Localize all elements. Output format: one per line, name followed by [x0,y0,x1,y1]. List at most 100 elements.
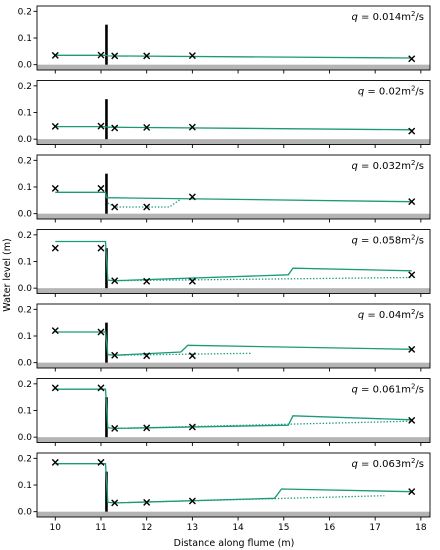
y-tick-label: 0.0 [18,508,33,518]
x-tick-label: 18 [415,523,427,533]
discharge-value: = 0.04m [364,310,411,321]
y-tick-label: 0.2 [18,305,32,315]
discharge-symbol: q [351,161,357,172]
y-axis-label: Water level (m) [2,238,13,311]
observation-marker-1 [51,122,59,130]
y-tick-label: 0.1 [18,34,32,44]
discharge-symbol: q [351,459,357,470]
bed-band [37,288,430,294]
discharge-symbol: q [351,12,357,23]
observation-marker-4 [143,52,151,60]
model-dotted-line-2 [114,352,252,356]
discharge-symbol: q [351,385,357,396]
model-dotted-line-2 [114,495,385,504]
observation-marker-2 [97,184,105,192]
discharge-unit: /s [415,161,424,172]
panel-2: 0.0 0.1 0.2 q = 0.02m2/s [18,80,431,148]
panel-7: 0.0 0.1 0.2 10 11 12 13 14 15 16 17 18 q = 0.063m2/s [18,452,431,533]
x-tick-label: 10 [50,523,62,533]
panel-3: 0.0 0.1 0.2 q = 0.032m2/s [18,154,431,223]
y-tick-label: 0.0 [18,210,33,220]
model-line-1 [55,191,412,203]
discharge-exponent: 2 [411,308,415,316]
y-tick-label: 0.1 [18,109,32,119]
observation-marker-6 [408,488,416,496]
panel-6: 0.0 0.1 0.2 q = 0.061m2/s [18,378,431,446]
discharge-unit: /s [415,385,424,396]
model-dotted-line-2 [114,420,412,430]
observation-marker-2 [97,51,105,59]
observation-marker-5 [188,193,196,201]
observation-marker-4 [143,277,151,285]
y-tick-label: 0.1 [18,332,32,342]
model-dotted-line-2 [107,198,182,208]
observation-marker-4 [143,203,151,211]
panel-1: 0.0 0.1 0.2 q = 0.014m2/s [18,5,431,74]
y-tick-label: 0.0 [18,135,33,145]
discharge-exponent: 2 [411,10,415,18]
y-tick-label: 0.1 [18,183,32,193]
y-tick-label: 0.2 [18,82,32,92]
observation-marker-3 [111,203,119,211]
y-tick-label: 0.2 [18,231,32,241]
y-tick-label: 0.0 [18,433,33,443]
discharge-exponent: 2 [411,159,415,167]
observation-marker-2 [97,384,105,392]
y-tick-label: 0.1 [18,481,32,491]
observation-marker-2 [97,122,105,130]
observation-marker-6 [408,198,416,206]
observation-marker-6 [408,271,416,279]
model-line-1 [55,331,412,356]
y-tick-label: 0.1 [18,258,32,268]
observation-marker-1 [51,458,59,466]
observation-marker-5 [188,277,196,285]
observation-marker-3 [111,499,119,507]
discharge-label: q = 0.058m2/s [351,234,424,247]
observation-marker-3 [111,52,119,60]
panel-5: 0.0 0.1 0.2 q = 0.04m2/s [18,303,431,372]
bed-band [37,362,430,368]
x-tick-label: 15 [278,523,289,533]
discharge-exponent: 2 [411,234,415,242]
x-tick-label: 11 [95,523,106,533]
panels: 0.00.10.2 q = 0.014m2/s0.00.10.2 q = 0.02m… [18,5,431,533]
observation-marker-6 [408,345,416,353]
panel-4: 0.0 0.1 0.2 q = 0.058m2/s [18,229,431,297]
observation-marker-6 [408,416,416,424]
discharge-symbol: q [358,87,364,98]
discharge-value: = 0.014m [358,12,411,23]
observation-marker-1 [51,51,59,59]
observation-marker-2 [97,458,105,466]
discharge-label: q = 0.063m2/s [351,457,424,470]
discharge-label: q = 0.014m2/s [351,10,424,23]
bed-band [37,139,430,145]
discharge-unit: /s [415,310,424,321]
observation-marker-3 [111,351,119,359]
discharge-label: q = 0.04m2/s [358,308,424,321]
discharge-exponent: 2 [411,85,415,93]
y-tick-label: 0.0 [18,284,33,294]
observation-marker-5 [188,423,196,431]
observation-marker-3 [111,424,119,432]
discharge-exponent: 2 [411,383,415,391]
discharge-value: = 0.061m [358,385,411,396]
y-tick-label: 0.2 [18,7,32,17]
observation-marker-1 [51,327,59,335]
y-tick-label: 0.2 [18,454,32,464]
discharge-exponent: 2 [411,457,415,465]
y-tick-label: 0.0 [18,359,33,369]
x-tick-label: 17 [369,523,380,533]
model-line-1 [55,125,412,131]
model-line-1 [55,240,412,282]
discharge-symbol: q [358,310,364,321]
discharge-label: q = 0.032m2/s [351,159,424,172]
discharge-unit: /s [415,459,424,470]
discharge-value: = 0.063m [358,459,411,470]
observation-marker-3 [111,124,119,132]
observation-marker-3 [111,277,119,285]
y-tick-label: 0.1 [18,407,32,417]
x-tick-label: 16 [324,523,336,533]
model-dotted-line-2 [114,276,412,282]
discharge-value: = 0.02m [364,87,411,98]
